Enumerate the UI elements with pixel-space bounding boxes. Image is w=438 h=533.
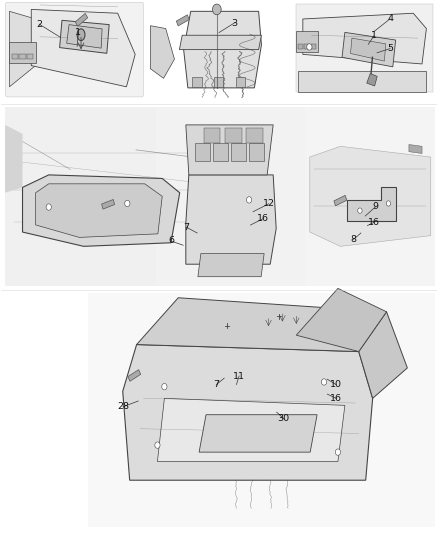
Polygon shape [177, 15, 189, 26]
Polygon shape [199, 415, 317, 452]
Polygon shape [296, 4, 433, 92]
Text: 5: 5 [387, 44, 393, 53]
Polygon shape [157, 398, 345, 462]
Polygon shape [350, 38, 386, 61]
Text: 1: 1 [75, 28, 81, 37]
Text: 12: 12 [263, 199, 275, 208]
Bar [195, 143, 210, 160]
Polygon shape [409, 144, 422, 154]
Polygon shape [137, 298, 386, 352]
Polygon shape [198, 254, 264, 277]
Text: 3: 3 [231, 19, 237, 28]
Bar [297, 44, 303, 49]
Bar [204, 128, 220, 143]
Bar [304, 44, 309, 49]
Polygon shape [310, 147, 431, 246]
Circle shape [46, 204, 51, 210]
Polygon shape [5, 125, 22, 193]
Circle shape [336, 449, 341, 455]
Polygon shape [75, 13, 88, 26]
Polygon shape [35, 184, 162, 237]
Polygon shape [367, 74, 377, 86]
Bar [305, 107, 435, 286]
Polygon shape [67, 25, 102, 48]
Bar [19, 54, 25, 59]
Text: 4: 4 [387, 14, 393, 23]
Polygon shape [128, 370, 141, 381]
Circle shape [358, 208, 362, 213]
Bar [214, 77, 223, 87]
Polygon shape [347, 188, 396, 221]
Polygon shape [186, 175, 276, 264]
Bar [231, 143, 246, 160]
Circle shape [212, 4, 221, 15]
FancyBboxPatch shape [6, 2, 144, 97]
Polygon shape [359, 312, 407, 398]
Text: 7: 7 [213, 380, 219, 389]
Circle shape [386, 201, 391, 206]
Text: 16: 16 [257, 214, 269, 223]
Text: 16: 16 [368, 218, 380, 227]
Polygon shape [123, 344, 373, 480]
Ellipse shape [77, 29, 85, 41]
Bar [246, 128, 263, 143]
Circle shape [247, 197, 252, 203]
Bar [10, 42, 36, 63]
Polygon shape [5, 107, 197, 286]
Polygon shape [184, 11, 261, 88]
Bar [213, 143, 228, 160]
Bar [249, 143, 264, 160]
Bar [155, 107, 306, 286]
Polygon shape [334, 195, 347, 206]
Text: 6: 6 [168, 237, 174, 246]
Circle shape [155, 442, 160, 448]
Bar [192, 77, 201, 87]
Bar [88, 293, 435, 527]
Circle shape [307, 44, 312, 50]
Polygon shape [180, 35, 261, 50]
Polygon shape [186, 125, 273, 175]
Circle shape [162, 383, 167, 390]
Bar [298, 71, 426, 92]
Text: 2: 2 [36, 20, 42, 29]
Text: 8: 8 [350, 235, 357, 244]
Circle shape [125, 200, 130, 207]
Text: 9: 9 [372, 203, 378, 212]
Bar [27, 54, 33, 59]
Bar [236, 77, 245, 87]
Text: 1: 1 [371, 31, 377, 41]
Bar [12, 54, 18, 59]
Bar [296, 31, 318, 52]
Polygon shape [303, 13, 426, 64]
Polygon shape [31, 10, 135, 87]
Bar [225, 128, 241, 143]
Polygon shape [296, 288, 386, 352]
Polygon shape [10, 11, 35, 87]
Text: 11: 11 [233, 372, 245, 381]
Polygon shape [342, 33, 396, 67]
Polygon shape [60, 20, 109, 53]
Text: 28: 28 [117, 402, 129, 411]
Polygon shape [150, 26, 174, 78]
Text: 7: 7 [183, 223, 189, 232]
Bar [311, 44, 316, 49]
Polygon shape [102, 199, 115, 209]
Text: 10: 10 [330, 380, 342, 389]
Text: 30: 30 [278, 414, 290, 423]
Polygon shape [22, 175, 180, 246]
Text: 16: 16 [330, 394, 342, 403]
Circle shape [321, 379, 327, 385]
